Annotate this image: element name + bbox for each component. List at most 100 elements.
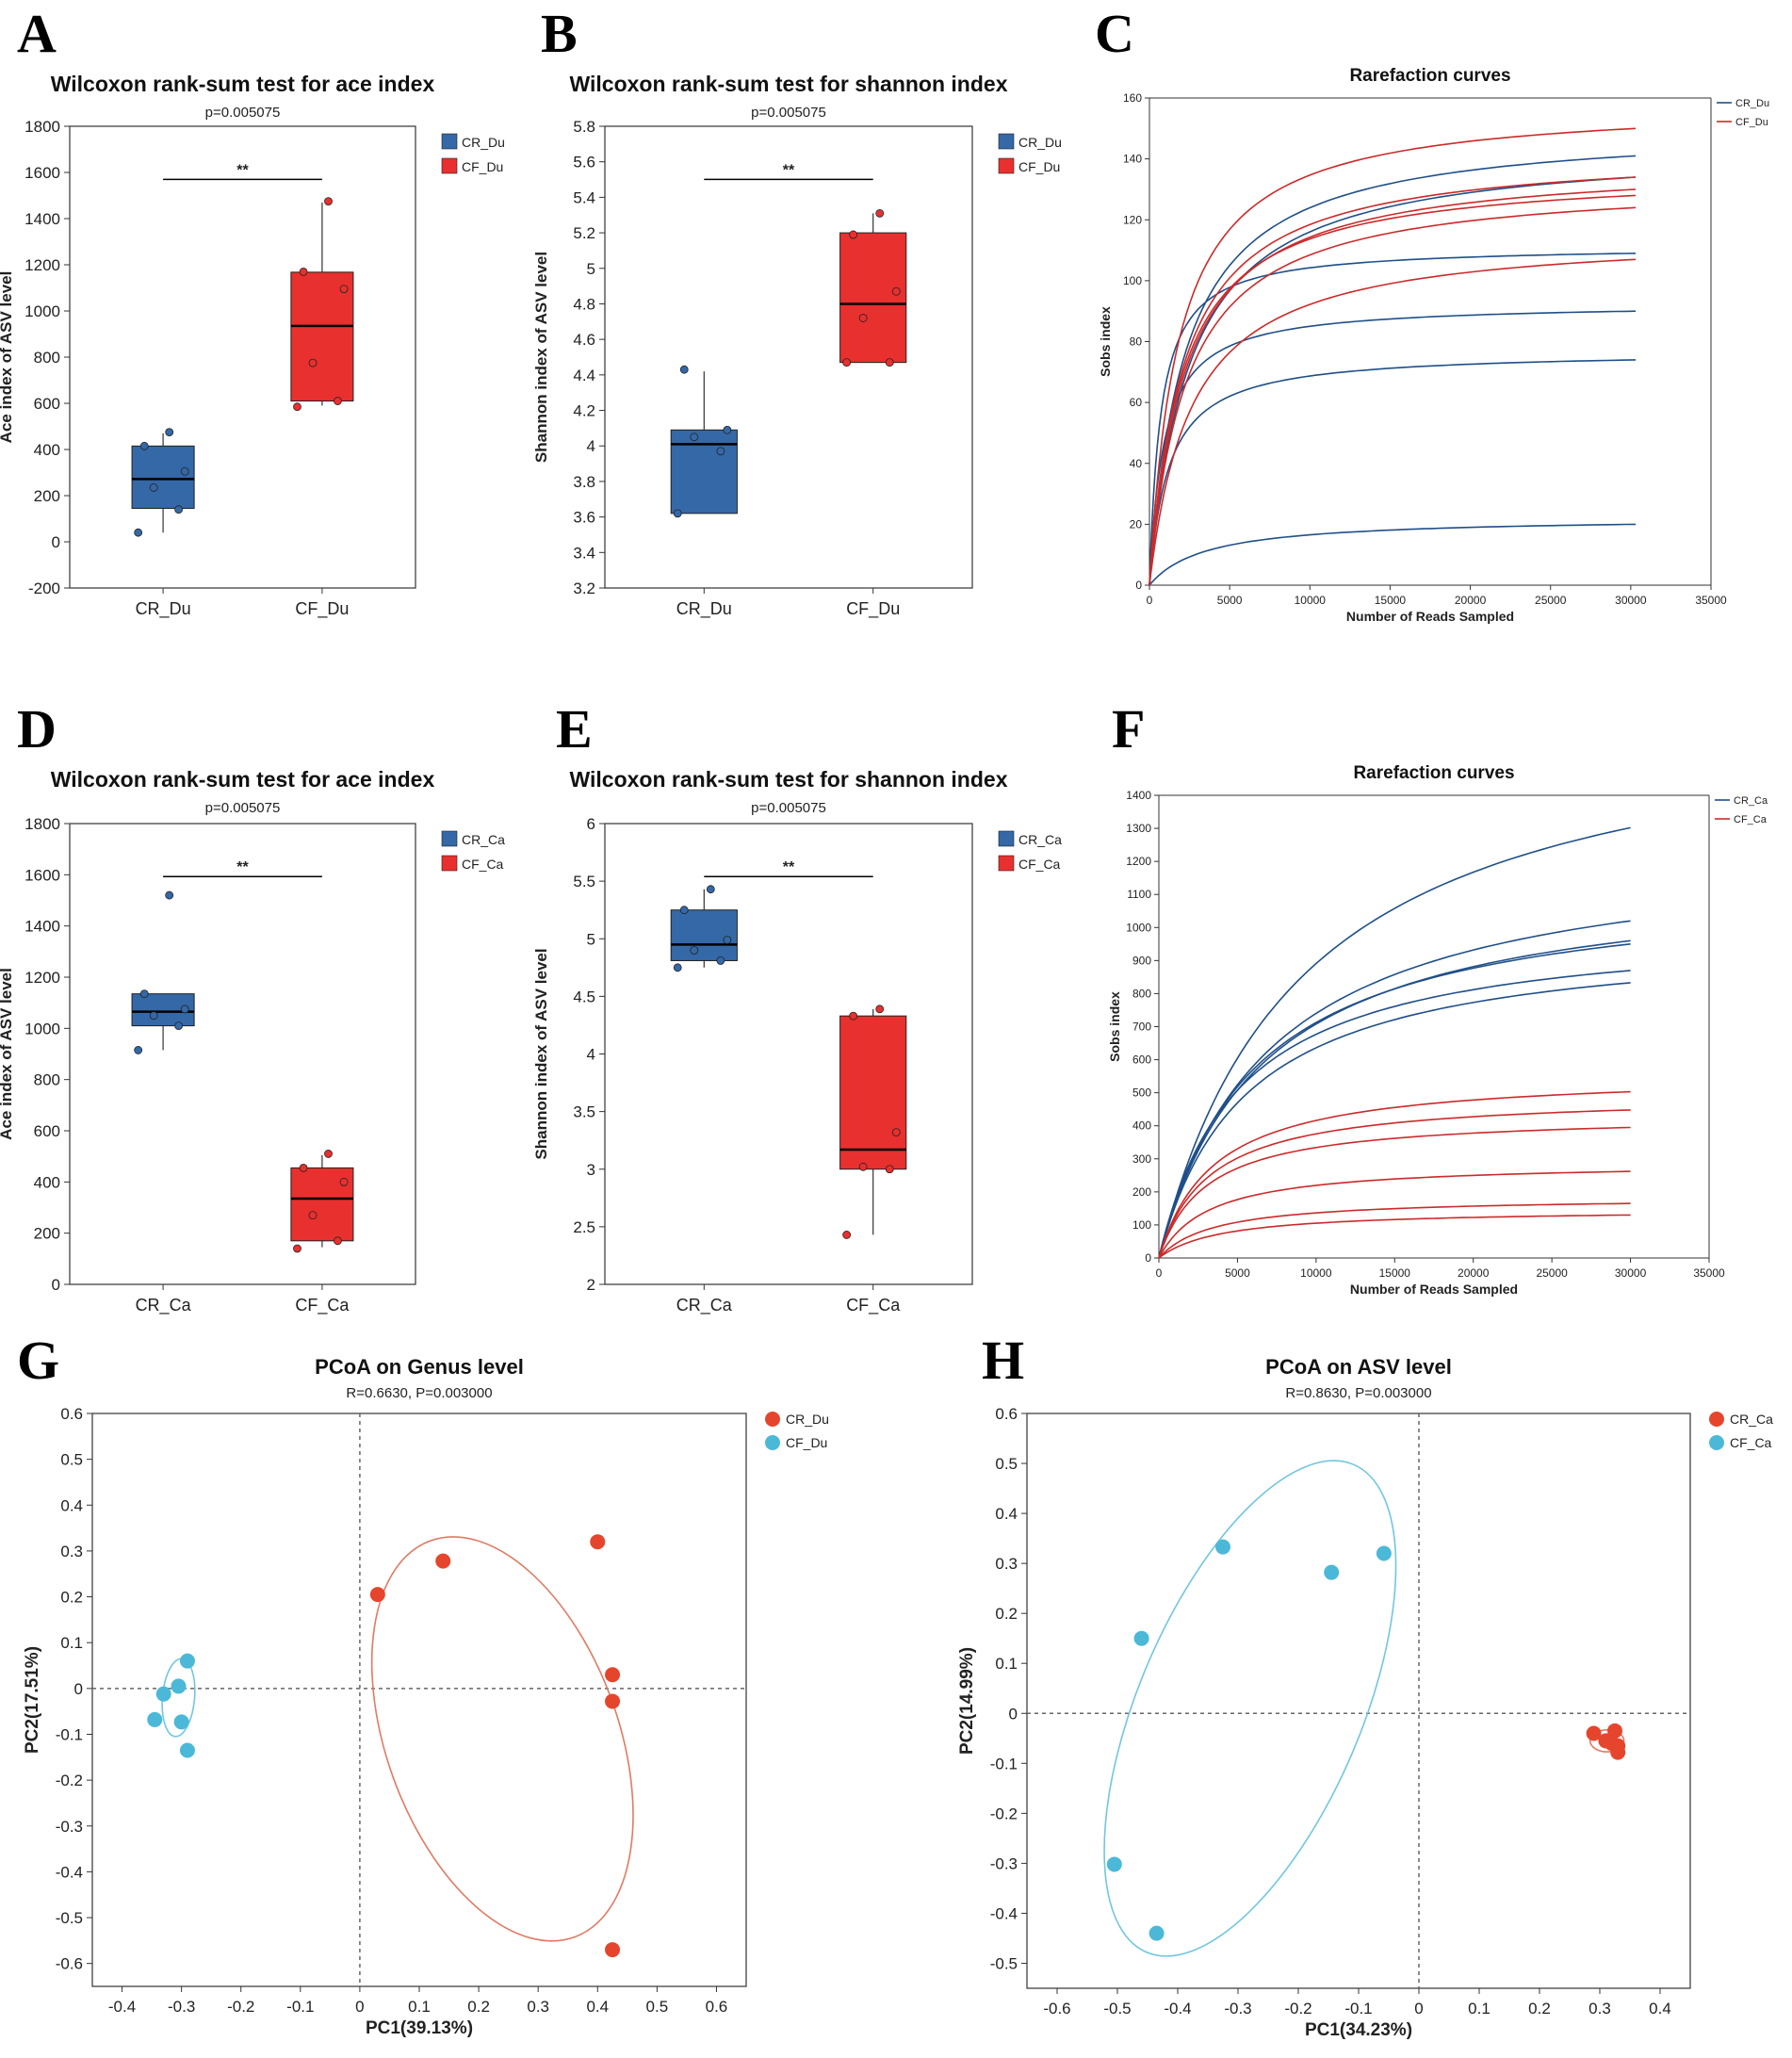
chart-g-pcoa-genus: PCoA on Genus level R=0.6630, P=0.003000 -… xyxy=(23,1355,829,2038)
y-tick-label: 0.6 xyxy=(995,1405,1018,1423)
legend-label: CF_Du xyxy=(786,1435,827,1450)
data-point xyxy=(174,1021,184,1031)
y-tick-label: 0 xyxy=(52,1276,60,1294)
chart-subtitle: R=0.8630, P=0.003000 xyxy=(1285,1385,1431,1401)
chart-b-shannon-du: Wilcoxon rank-sum test for shannon index… xyxy=(532,72,1062,619)
sample-point-CR_Ca xyxy=(1610,1744,1626,1760)
y-tick-label: 800 xyxy=(34,1071,60,1089)
chart-f-rarefaction-ca: Rarefaction curves 0 100 200 300 400 500 600 700… xyxy=(1107,763,1768,1297)
y-tick-label: 0.5 xyxy=(60,1451,83,1469)
y-tick-label: 5 xyxy=(587,930,595,948)
y-tick-label: 5.4 xyxy=(573,188,595,206)
y-tick-label: 600 xyxy=(1132,1054,1151,1067)
y-tick-label: 400 xyxy=(34,1173,60,1191)
chart-title: Wilcoxon rank-sum test for shannon index xyxy=(570,72,1008,96)
data-point xyxy=(139,989,149,999)
chart-subtitle: R=0.6630, P=0.003000 xyxy=(346,1385,492,1401)
x-tick-label: 30000 xyxy=(1615,594,1647,607)
chart-a-ace-du: Wilcoxon rank-sum test for ace index p=0.… xyxy=(0,72,505,619)
y-tick-label: 5.2 xyxy=(573,224,595,242)
y-tick-label: 600 xyxy=(34,395,60,413)
data-point xyxy=(334,1236,342,1246)
data-point xyxy=(308,358,318,368)
curve-CF_Ca xyxy=(1158,1170,1631,1259)
y-axis-label: PC2(14.99%) xyxy=(957,1647,977,1755)
data-point xyxy=(339,1177,349,1186)
y-axis-label: PC2(17.51%) xyxy=(23,1646,42,1754)
sample-point-CF_Du xyxy=(173,1714,189,1730)
y-tick-label: -0.4 xyxy=(990,1904,1018,1922)
sample-point-CR_Ca xyxy=(1586,1725,1602,1741)
curve-CR_Ca xyxy=(1158,970,1631,1259)
x-tick-label: -0.1 xyxy=(1344,2000,1372,2017)
plot-frame xyxy=(69,823,416,1285)
data-point xyxy=(679,365,689,374)
x-tick-label: CR_Du xyxy=(676,599,732,619)
curve-CF_Du xyxy=(1149,258,1637,586)
data-point xyxy=(723,936,732,944)
y-tick-label: 1200 xyxy=(24,969,60,987)
y-tick-label: 140 xyxy=(1123,153,1142,166)
y-tick-label: -200 xyxy=(28,580,60,597)
y-tick-label: 400 xyxy=(34,441,60,459)
x-tick-label: -0.3 xyxy=(1224,2000,1251,2017)
x-tick-label: 0 xyxy=(1147,594,1153,607)
chart-subtitle: p=0.005075 xyxy=(751,105,826,121)
box-CR_Du xyxy=(131,445,195,509)
curve-CR_Du xyxy=(1149,155,1637,586)
x-tick-label: -0.2 xyxy=(1284,2000,1311,2017)
x-tick-label: 5000 xyxy=(1217,594,1243,607)
y-tick-label: 1400 xyxy=(24,210,60,228)
y-tick-label: -0.1 xyxy=(56,1725,83,1743)
panel-label-a: A xyxy=(17,3,57,64)
data-point xyxy=(293,1244,301,1253)
sample-point-CF_Du xyxy=(179,1653,195,1669)
x-tick-label: -0.6 xyxy=(1043,2000,1070,2017)
y-tick-label: 1100 xyxy=(1127,888,1151,901)
y-tick-label: 5.8 xyxy=(573,118,595,136)
sample-point-CF_Ca xyxy=(1149,1925,1165,1941)
curve-CF_Du xyxy=(1149,127,1637,586)
legend-swatch xyxy=(441,855,458,872)
y-tick-label: 5.5 xyxy=(573,873,595,890)
x-tick-label: -0.4 xyxy=(1164,2000,1191,2017)
y-tick-label: 1800 xyxy=(24,815,60,833)
sample-point-CF_Du xyxy=(179,1742,195,1758)
data-point xyxy=(706,885,715,894)
y-tick-label: 100 xyxy=(1132,1218,1151,1232)
y-tick-label: 500 xyxy=(1132,1086,1151,1100)
data-point xyxy=(723,425,732,434)
data-point xyxy=(858,1162,868,1171)
curve-CR_Ca xyxy=(1158,939,1631,1259)
y-tick-label: 0 xyxy=(1145,1251,1151,1265)
data-point xyxy=(324,197,333,206)
data-point xyxy=(849,230,858,239)
y-tick-label: 0 xyxy=(1135,579,1142,592)
y-tick-label: 200 xyxy=(1132,1185,1151,1199)
y-tick-label: 900 xyxy=(1132,954,1151,967)
legend-swatch xyxy=(441,133,458,150)
legend-swatch xyxy=(998,157,1015,174)
data-point xyxy=(716,447,725,456)
y-tick-label: -0.2 xyxy=(56,1772,83,1789)
data-point xyxy=(308,1211,318,1220)
x-tick-label: 5000 xyxy=(1225,1266,1250,1280)
data-point xyxy=(134,528,143,537)
sample-point-CR_Du xyxy=(590,1534,606,1550)
sample-point-CR_Ca xyxy=(1607,1723,1622,1739)
legend-label: CR_Ca xyxy=(462,832,505,847)
sample-point-CF_Ca xyxy=(1324,1564,1340,1580)
data-point xyxy=(139,441,149,450)
x-tick-label: 0.2 xyxy=(467,1998,490,2016)
box-CR_Ca xyxy=(670,909,738,961)
x-tick-label: 30000 xyxy=(1615,1266,1647,1280)
panel-label-e: E xyxy=(556,698,593,760)
sample-point-CF_Ca xyxy=(1106,1856,1122,1872)
y-tick-label: -0.2 xyxy=(990,1805,1018,1822)
y-tick-label: 1300 xyxy=(1126,822,1151,835)
y-tick-label: 3.2 xyxy=(573,580,595,597)
y-tick-label: 0 xyxy=(1009,1705,1018,1723)
legend-swatch xyxy=(1709,1412,1724,1427)
x-tick-label: 35000 xyxy=(1693,1266,1725,1280)
y-tick-label: 0.4 xyxy=(995,1505,1018,1523)
